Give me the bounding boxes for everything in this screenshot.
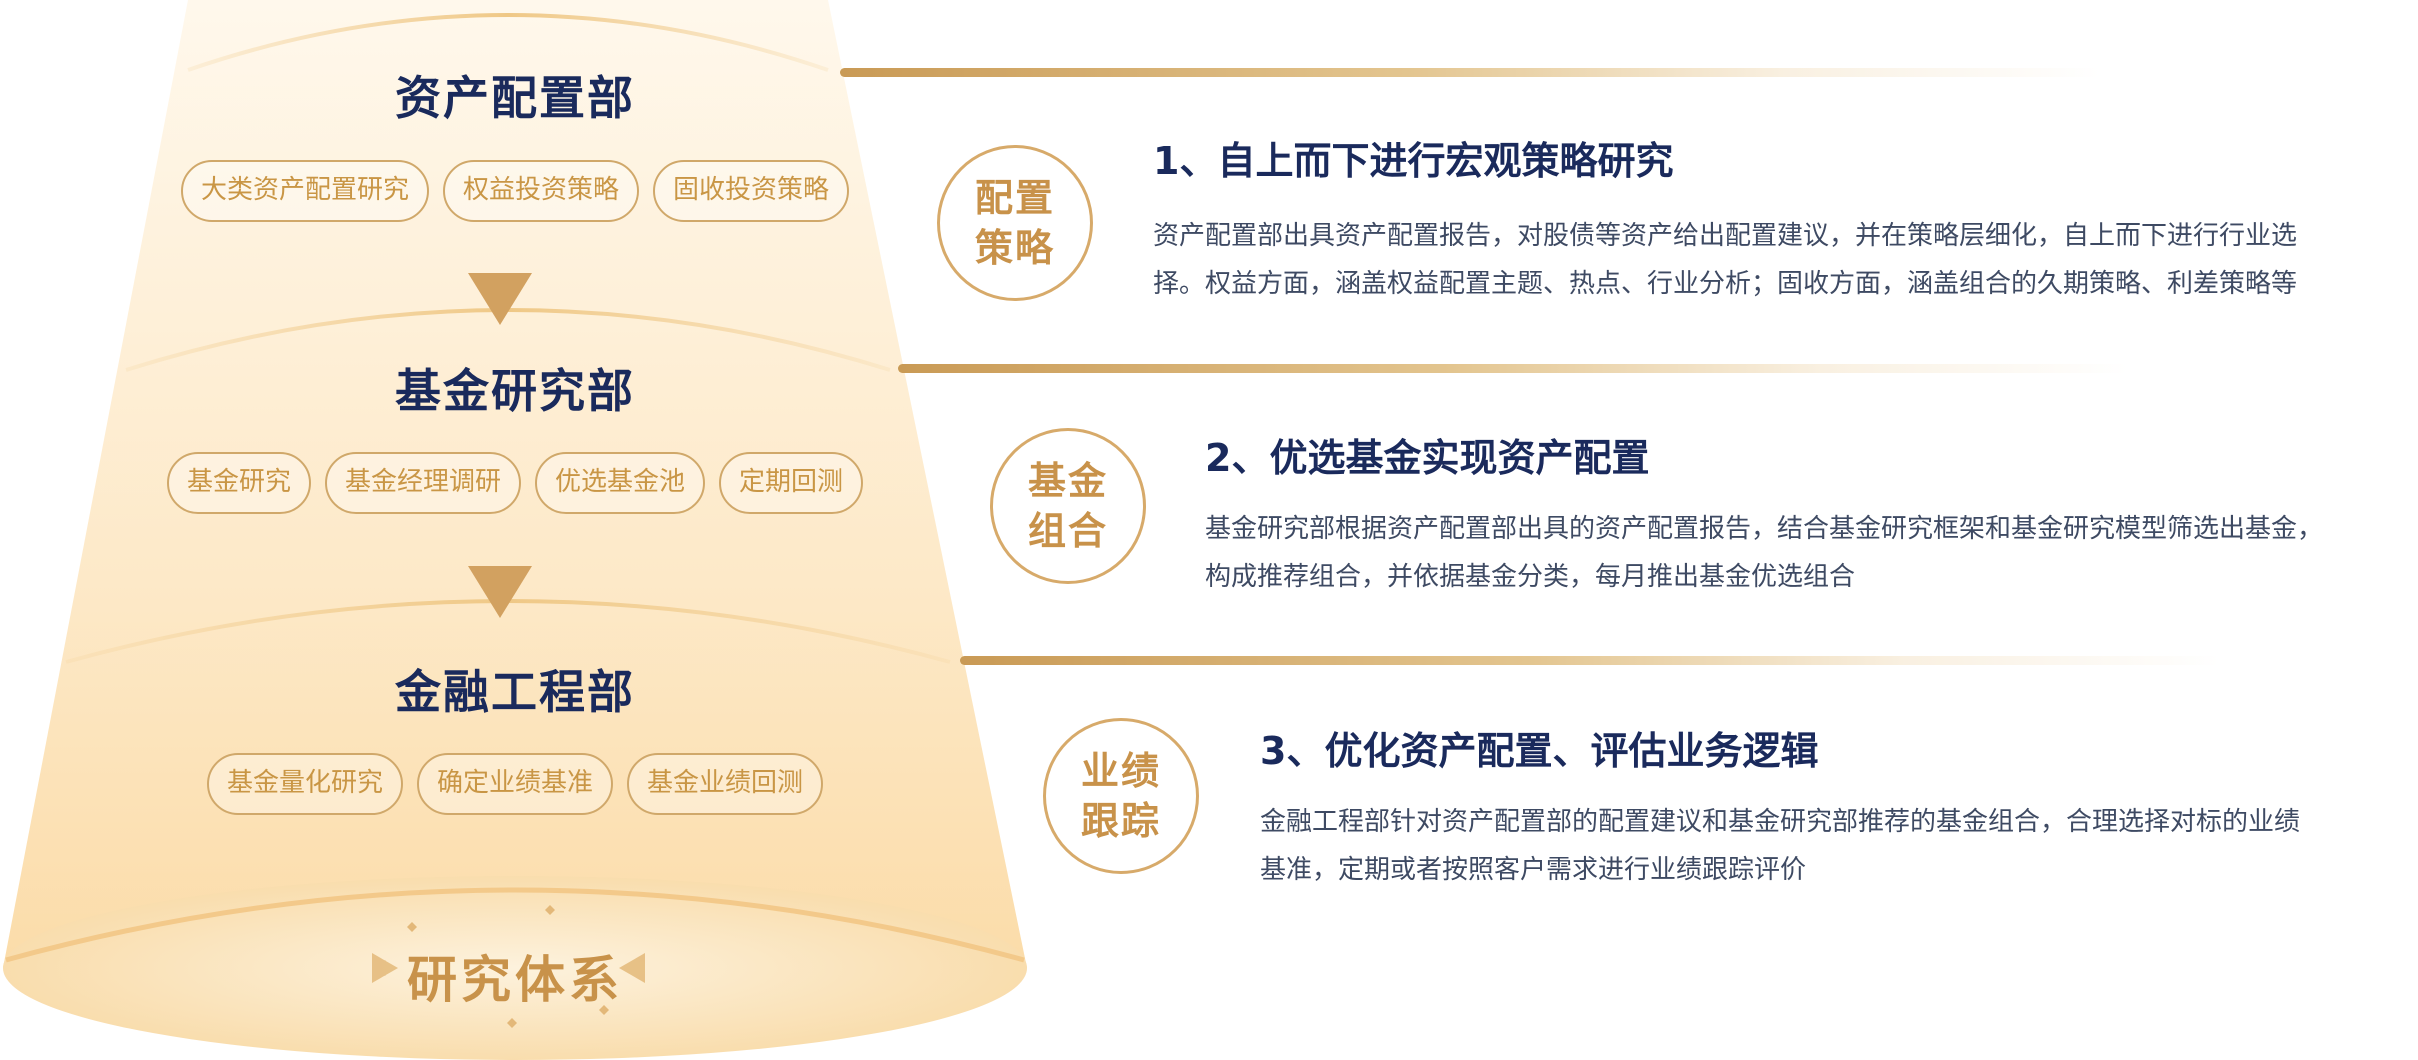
badge-line: 业绩 — [1080, 749, 1161, 793]
tag: 定期回测 — [719, 452, 864, 514]
triangle-down-icon — [468, 273, 532, 325]
tag-row-fund-research: 基金研究 基金经理调研 优选基金池 定期回测 — [0, 452, 1030, 514]
badge-line: 配置 — [974, 176, 1055, 220]
divider-line — [840, 68, 2100, 77]
triangle-down-icon — [468, 566, 532, 618]
description-line: 金融工程部针对资产配置部的配置建议和基金研究部推荐的基金组合，合理选择对标的业绩 — [1260, 807, 2301, 837]
sparkle-icon — [507, 1018, 517, 1028]
sparkle-icon — [545, 905, 555, 915]
tag: 优选基金池 — [535, 452, 706, 514]
tag: 基金业绩回测 — [627, 753, 824, 815]
section-description: 资产配置部出具资产配置报告，对股债等资产给出配置建议，并在策略层细化，自上而下进… — [1153, 212, 2398, 308]
badge-line: 组合 — [1027, 509, 1108, 553]
sparkle-icon — [599, 1005, 609, 1015]
description-line: 基准，定期或者按照客户需求进行业绩跟踪评价 — [1260, 855, 1807, 885]
description-line: 构成推荐组合，并依据基金分类，每月推出基金优选组合 — [1205, 562, 1856, 592]
section-title: 1、自上而下进行宏观策略研究 — [1153, 139, 1674, 183]
tag-row-asset-allocation: 大类资产配置研究 权益投资策略 固收投资策略 — [0, 160, 1030, 222]
sparkle-icon — [619, 953, 645, 983]
funnel-base-rim — [5, 887, 1025, 963]
badge-fund-portfolio: 基金 组合 — [990, 428, 1146, 584]
tag: 大类资产配置研究 — [180, 160, 429, 222]
description-line: 基金研究部根据资产配置部出具的资产配置报告，结合基金研究框架和基金研究模型筛选出… — [1205, 514, 2324, 544]
badge-performance-tracking: 业绩 跟踪 — [1043, 718, 1199, 874]
badge-allocation-strategy: 配置 策略 — [937, 145, 1093, 301]
tag: 基金经理调研 — [324, 452, 521, 514]
badge-line: 基金 — [1027, 459, 1108, 503]
tag: 基金量化研究 — [206, 753, 403, 815]
funnel-graphic — [3, 0, 1027, 1060]
section-description: 基金研究部根据资产配置部出具的资产配置报告，结合基金研究框架和基金研究模型筛选出… — [1205, 505, 2418, 601]
tag: 基金研究 — [166, 452, 311, 514]
section-title: 2、优选基金实现资产配置 — [1205, 436, 1650, 480]
section-description: 金融工程部针对资产配置部的配置建议和基金研究部推荐的基金组合，合理选择对标的业绩… — [1260, 798, 2410, 894]
section-title: 3、优化资产配置、评估业务逻辑 — [1260, 729, 1819, 773]
description-line: 择。权益方面，涵盖权益配置主题、热点、行业分析；固收方面，涵盖组合的久期策略、利… — [1153, 269, 2298, 299]
tag: 确定业绩基准 — [416, 753, 613, 815]
dept-title-financial-engineering: 金融工程部 — [395, 665, 635, 719]
sparkle-icon — [407, 922, 417, 932]
tag-row-financial-engineering: 基金量化研究 确定业绩基准 基金业绩回测 — [0, 753, 1030, 815]
dept-title-fund-research: 基金研究部 — [395, 364, 635, 418]
divider-line — [898, 364, 2128, 373]
research-system-label: 研究体系 — [407, 951, 623, 1009]
funnel-rim-1 — [187, 13, 829, 72]
badge-line: 跟踪 — [1080, 799, 1161, 843]
divider-line — [960, 656, 2220, 665]
tag: 固收投资策略 — [653, 160, 850, 222]
sparkle-icon — [372, 953, 398, 983]
dept-title-asset-allocation: 资产配置部 — [395, 71, 635, 125]
tag: 权益投资策略 — [442, 160, 639, 222]
description-line: 资产配置部出具资产配置报告，对股债等资产给出配置建议，并在策略层细化，自上而下进… — [1153, 221, 2298, 251]
badge-line: 策略 — [974, 226, 1055, 270]
funnel-base — [3, 876, 1027, 1060]
